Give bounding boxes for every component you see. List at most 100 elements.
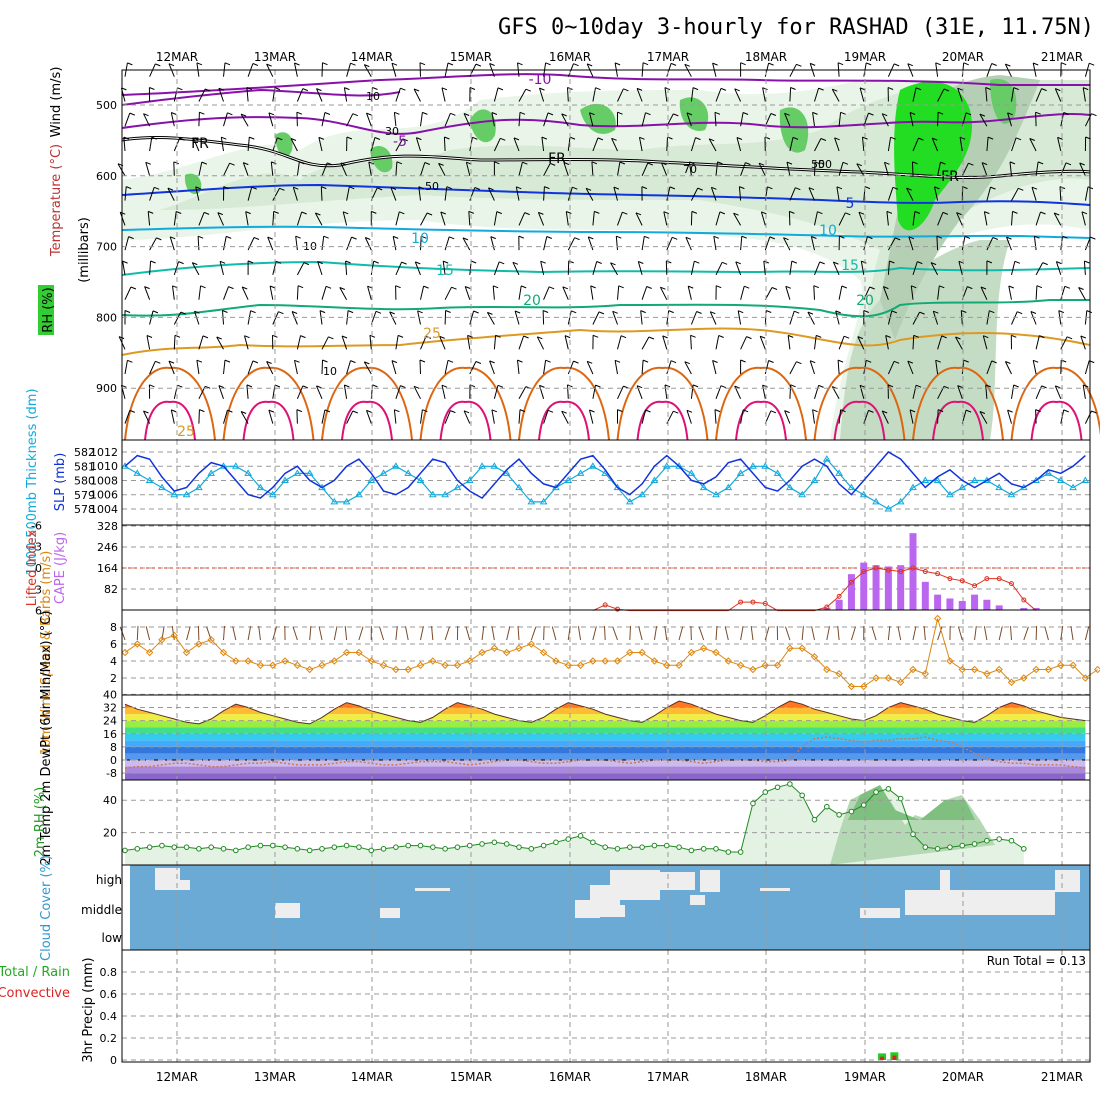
cloud-label: Cloud Cover (%)	[39, 855, 54, 961]
rh-marker	[307, 848, 312, 853]
rh-marker	[591, 840, 596, 845]
rh-marker	[431, 845, 436, 850]
top-date-labels: 12MAR 13MAR 14MAR 15MAR 16MAR 17MAR 18MAR 19MAR…	[156, 50, 1083, 64]
barb10	[872, 627, 876, 640]
rh-marker	[911, 832, 916, 837]
barb10	[396, 626, 397, 640]
slp-tick-1008: 1008	[90, 474, 118, 487]
barb10	[233, 626, 236, 640]
barb	[937, 236, 938, 250]
temp-band-7	[122, 727, 1090, 734]
cloud-block-10	[700, 870, 720, 892]
rh-label-0: 10	[366, 90, 380, 103]
rh-label-1: 30	[385, 125, 399, 138]
barb	[667, 137, 668, 151]
precip-legend-convective: Convective	[0, 986, 70, 1001]
temp-tick-0: 0	[110, 754, 117, 767]
barb	[543, 311, 544, 325]
rh-marker	[1009, 838, 1014, 843]
barb	[199, 410, 200, 424]
barb	[297, 410, 298, 424]
cloud-block-4	[415, 888, 450, 891]
barb	[321, 187, 322, 201]
rh-marker	[504, 842, 509, 847]
rh-marker	[320, 847, 325, 852]
barb10	[605, 626, 606, 640]
rh-marker	[443, 847, 448, 852]
temp-tick-32: 32	[103, 702, 117, 715]
cape-bar	[971, 595, 978, 610]
barb10	[187, 627, 191, 641]
barb	[297, 112, 298, 126]
rh-marker	[492, 840, 497, 845]
bottom-date-15MAR: 15MAR	[450, 1070, 492, 1084]
cape-bar	[836, 600, 843, 610]
rh-marker	[480, 842, 485, 847]
barb10	[838, 626, 839, 640]
cloud-block-11	[760, 888, 790, 891]
rh-marker	[763, 790, 768, 795]
cape-bar	[934, 595, 941, 610]
contour-label-2: FR	[191, 136, 209, 152]
rh-marker	[935, 847, 940, 852]
temp-band-10	[122, 708, 1090, 715]
barb-flag	[1092, 114, 1097, 116]
temp-tick-16: 16	[103, 728, 117, 741]
barb	[1036, 112, 1037, 126]
barb-flag	[323, 63, 328, 65]
barb-flag	[894, 64, 899, 66]
barb10	[137, 626, 138, 640]
lifted-index-label: Lifted Index	[25, 529, 40, 606]
barb10	[224, 626, 225, 640]
barb	[1036, 410, 1037, 424]
rh-panel: 2040	[103, 780, 1090, 865]
rh-marker	[554, 840, 559, 845]
barb10	[913, 626, 916, 640]
rh-label-2: 50	[425, 180, 439, 193]
precip-panel: 00.20.40.60.8Run Total = 0.13	[100, 950, 1091, 1067]
contour-label-10: 20	[523, 293, 541, 309]
cape-bar	[910, 533, 917, 610]
precip-tick-0.2: 0.2	[100, 1032, 118, 1045]
barb10	[1071, 626, 1073, 640]
temp-band-3	[122, 753, 1090, 760]
cloud-level-high: high	[96, 873, 122, 887]
pressure-frame	[122, 440, 1090, 525]
barb10	[786, 627, 790, 640]
rh-marker	[788, 782, 793, 787]
barb-flag	[992, 64, 997, 66]
temp-band-1	[122, 767, 1090, 774]
bottom-date-19MAR: 19MAR	[844, 1070, 886, 1084]
top-date-18MAR: 18MAR	[745, 50, 787, 64]
rh-marker	[467, 843, 472, 848]
rh-marker	[381, 847, 386, 852]
rh-marker	[652, 843, 657, 848]
chart-title: GFS 0~10day 3-hourly for RASHAD (31E, 11…	[498, 15, 1094, 40]
top-date-17MAR: 17MAR	[647, 50, 689, 64]
contour-label-12: 25	[423, 326, 441, 342]
cloud-block-13	[905, 890, 1055, 915]
wind-speed-line	[125, 619, 1098, 687]
barb10	[466, 627, 470, 641]
pressure-panel: 57857958058158210041006100810101012	[74, 440, 1090, 525]
rh-axis-label: RH (%)	[41, 287, 56, 332]
barb10	[725, 626, 728, 640]
cape-bar	[983, 600, 990, 610]
rh-marker	[209, 845, 214, 850]
rh-marker	[677, 845, 682, 850]
slp-tick-1004: 1004	[90, 503, 118, 516]
top-date-20MAR: 20MAR	[942, 50, 984, 64]
bottom-date-14MAR: 14MAR	[351, 1070, 393, 1084]
temp-tick-24: 24	[103, 715, 117, 728]
rh-marker	[738, 850, 743, 855]
rh-marker	[751, 801, 756, 806]
rh-marker	[628, 845, 633, 850]
rh-marker	[800, 793, 805, 798]
cape-bar	[922, 582, 929, 610]
barb10	[613, 627, 618, 640]
barb	[691, 211, 692, 225]
rh-marker	[972, 842, 977, 847]
cloud-block-7	[610, 870, 660, 900]
barb	[174, 162, 175, 176]
millibars-label: (millibars)	[77, 217, 92, 283]
